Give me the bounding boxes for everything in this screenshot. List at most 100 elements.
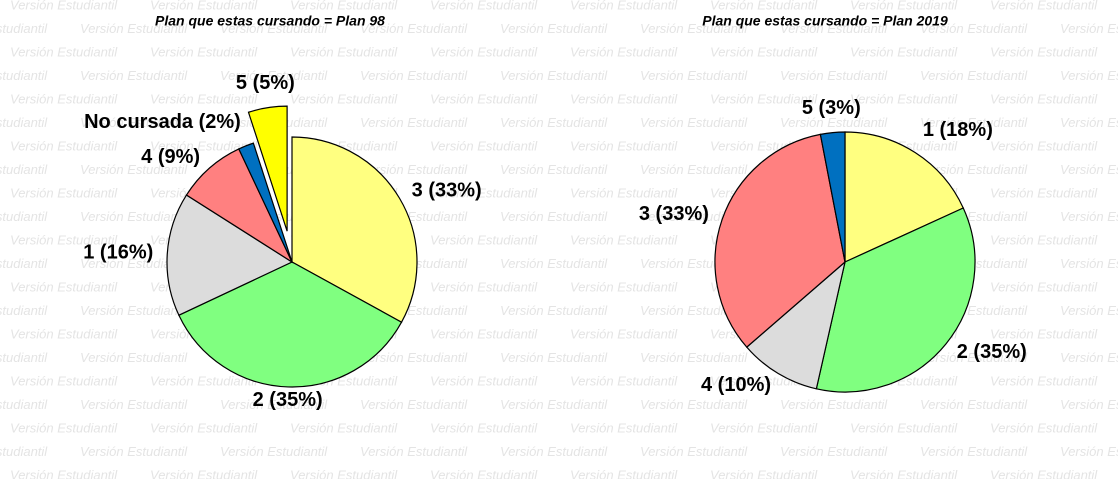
watermark: Versión Estudiantil [570,91,678,106]
watermark: Versión Estudiantil [570,232,678,247]
watermark: Versión Estudiantil [640,397,748,412]
watermark: Versión Estudiantil [150,91,258,106]
watermark: Versión Estudiantil [360,397,468,412]
watermark: Versión Estudiantil [10,91,118,106]
watermark: Versión Estudiantil [780,21,888,36]
watermark: Versión Estudiantil [640,162,748,177]
watermark: Versión Estudiantil [850,44,958,59]
slice-label: 4 (9%) [141,146,200,168]
slice-label: 5 (5%) [236,72,295,94]
watermark: Versión Estudiantil [360,68,468,83]
watermark: Versión Estudiantil [80,256,188,271]
pie-slice [166,194,294,317]
watermark: Versión Estudiantil [430,44,538,59]
watermark: Versión Estudiantil [0,397,48,412]
watermark: Versión Estudiantil [710,0,818,12]
pie-slice [745,260,846,390]
watermark: Versión Estudiantil [500,397,608,412]
watermark: Versión Estudiantil [290,44,398,59]
watermark: Versión Estudiantil [1060,68,1118,83]
watermark: Versión Estudiantil [10,373,118,388]
watermark: Versión Estudiantil [10,44,118,59]
watermark: Versión Estudiantil [430,232,538,247]
watermark: Versión Estudiantil [1060,209,1118,224]
watermark: Versión Estudiantil [360,350,468,365]
watermark: Versión Estudiantil [500,21,608,36]
watermark: Versión Estudiantil [1060,444,1118,459]
watermark: Versión Estudiantil [850,91,958,106]
watermark: Versión Estudiantil [220,68,328,83]
watermark: Versión Estudiantil [220,397,328,412]
slice-label: 2 (35%) [957,341,1027,363]
watermark: Versión Estudiantil [360,21,468,36]
slice-label: 1 (16%) [83,242,153,264]
watermark: Versión Estudiantil [990,91,1098,106]
watermark: Versión Estudiantil [150,138,258,153]
watermark: Versión Estudiantil [80,115,188,130]
watermark: Versión Estudiantil [80,303,188,318]
slice-label: 2 (35%) [253,389,323,411]
watermark: Versión Estudiantil [570,326,678,341]
watermark: Versión Estudiantil [990,44,1098,59]
pie-slice [815,207,976,393]
watermark: Versión Estudiantil [920,397,1028,412]
watermark: Versión Estudiantil [920,115,1028,130]
watermark: Versión Estudiantil [0,21,48,36]
watermark: Versión Estudiantil [150,373,258,388]
watermark: Versión Estudiantil [990,0,1098,12]
watermark: Versión Estudiantil [850,0,958,12]
watermark: Versión Estudiantil [990,138,1098,153]
watermark: Versión Estudiantil [0,444,48,459]
watermark: Versión Estudiantil [1060,303,1118,318]
watermark: Versión Estudiantil [500,303,608,318]
watermark: Versión Estudiantil [920,68,1028,83]
watermark: Versión Estudiantil [990,467,1098,479]
watermark: Versión Estudiantil [1060,21,1118,36]
watermark: Versión Estudiantil [570,420,678,435]
pie-slice [819,131,846,263]
watermark: Versión Estudiantil [430,185,538,200]
watermark: Versión Estudiantil [430,326,538,341]
watermark: Versión Estudiantil [0,209,48,224]
watermark: Versión Estudiantil [80,162,188,177]
watermark: Versión Estudiantil [1060,397,1118,412]
watermark: Versión Estudiantil [1060,115,1118,130]
watermark: Versión Estudiantil [290,467,398,479]
watermark: Versión Estudiantil [990,185,1098,200]
watermark: Versión Estudiantil [780,68,888,83]
watermark: Versión Estudiantil [10,279,118,294]
watermark: Versión Estudiantil [570,467,678,479]
watermark: Versión Estudiantil [570,44,678,59]
watermark: Versión Estudiantil [430,373,538,388]
watermark: Versión Estudiantil [0,162,48,177]
watermark: Versión Estudiantil [710,467,818,479]
watermark: Versión Estudiantil [150,0,258,12]
pie-slice [844,131,965,263]
watermark: Versión Estudiantil [80,68,188,83]
watermark: Versión Estudiantil [640,209,748,224]
watermark: Versión Estudiantil [430,467,538,479]
watermark: Versión Estudiantil [780,115,888,130]
watermark: Versión Estudiantil [710,420,818,435]
watermark: Versión Estudiantil [570,138,678,153]
watermark: Versión Estudiantil [220,21,328,36]
watermark: Versión Estudiantil [10,0,118,12]
watermark: Versión Estudiantil [920,350,1028,365]
watermark: Versión Estudiantil [500,68,608,83]
watermark: Versión Estudiantil [360,444,468,459]
pie-slice [237,142,293,263]
watermark: Versión Estudiantil [0,303,48,318]
watermark: Versión Estudiantil [990,232,1098,247]
watermark: Versión Estudiantil [80,209,188,224]
watermark: Versión Estudiantil [80,21,188,36]
watermark: Versión Estudiantil [1060,162,1118,177]
watermark: Versión Estudiantil [290,420,398,435]
watermark: Versión Estudiantil [710,44,818,59]
watermark: Versión Estudiantil [640,350,748,365]
slice-label: No cursada (2%) [84,111,241,133]
watermark: Versión Estudiantil [570,373,678,388]
watermark: Versión Estudiantil [710,91,818,106]
watermark: Versión Estudiantil [80,350,188,365]
watermark: Versión Estudiantil [10,420,118,435]
